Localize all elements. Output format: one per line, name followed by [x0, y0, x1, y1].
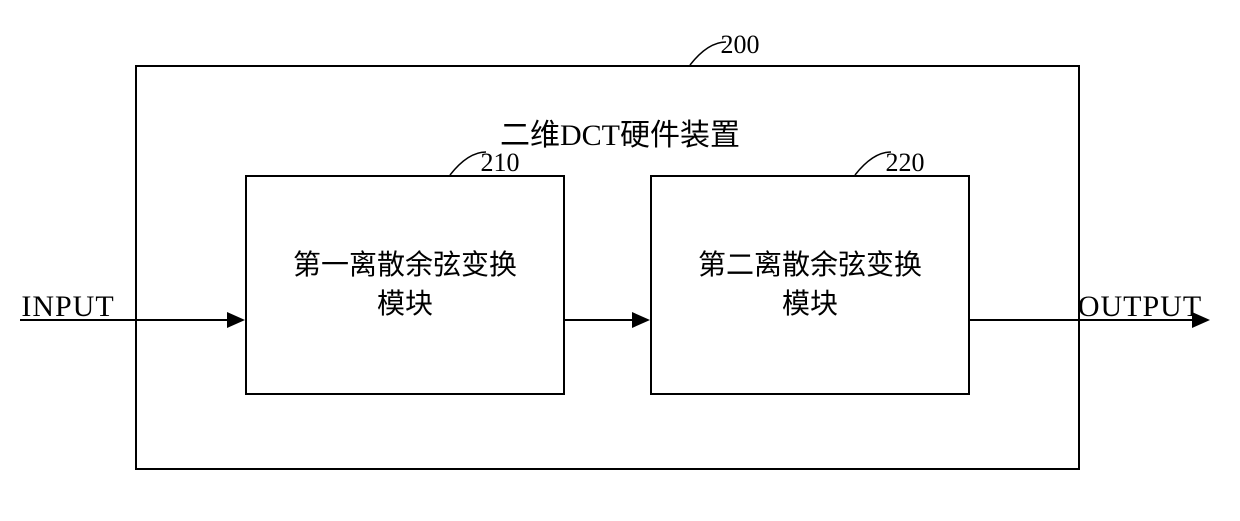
block-dct-1: 第一离散余弦变换 模块	[245, 175, 565, 395]
ref-label-220: 220	[886, 148, 925, 178]
ref-label-210: 210	[481, 148, 520, 178]
block-dct-2-line1: 第二离散余弦变换	[698, 250, 922, 281]
block-dct-1-line1: 第一离散余弦变换	[293, 250, 517, 281]
block-dct-1-label: 第一离散余弦变换 模块	[293, 246, 517, 324]
ref-label-200: 200	[721, 30, 760, 60]
diagram-title: 二维DCT硬件装置	[500, 110, 740, 154]
output-label: OUTPUT	[1078, 290, 1202, 324]
diagram-canvas: 二维DCT硬件装置 第一离散余弦变换 模块 第二离散余弦变换 模块 INPUT …	[0, 0, 1240, 521]
block-dct-2-line2: 模块	[782, 289, 838, 320]
block-dct-2: 第二离散余弦变换 模块	[650, 175, 970, 395]
input-label: INPUT	[21, 290, 114, 324]
block-dct-1-line2: 模块	[377, 289, 433, 320]
block-dct-2-label: 第二离散余弦变换 模块	[698, 246, 922, 324]
